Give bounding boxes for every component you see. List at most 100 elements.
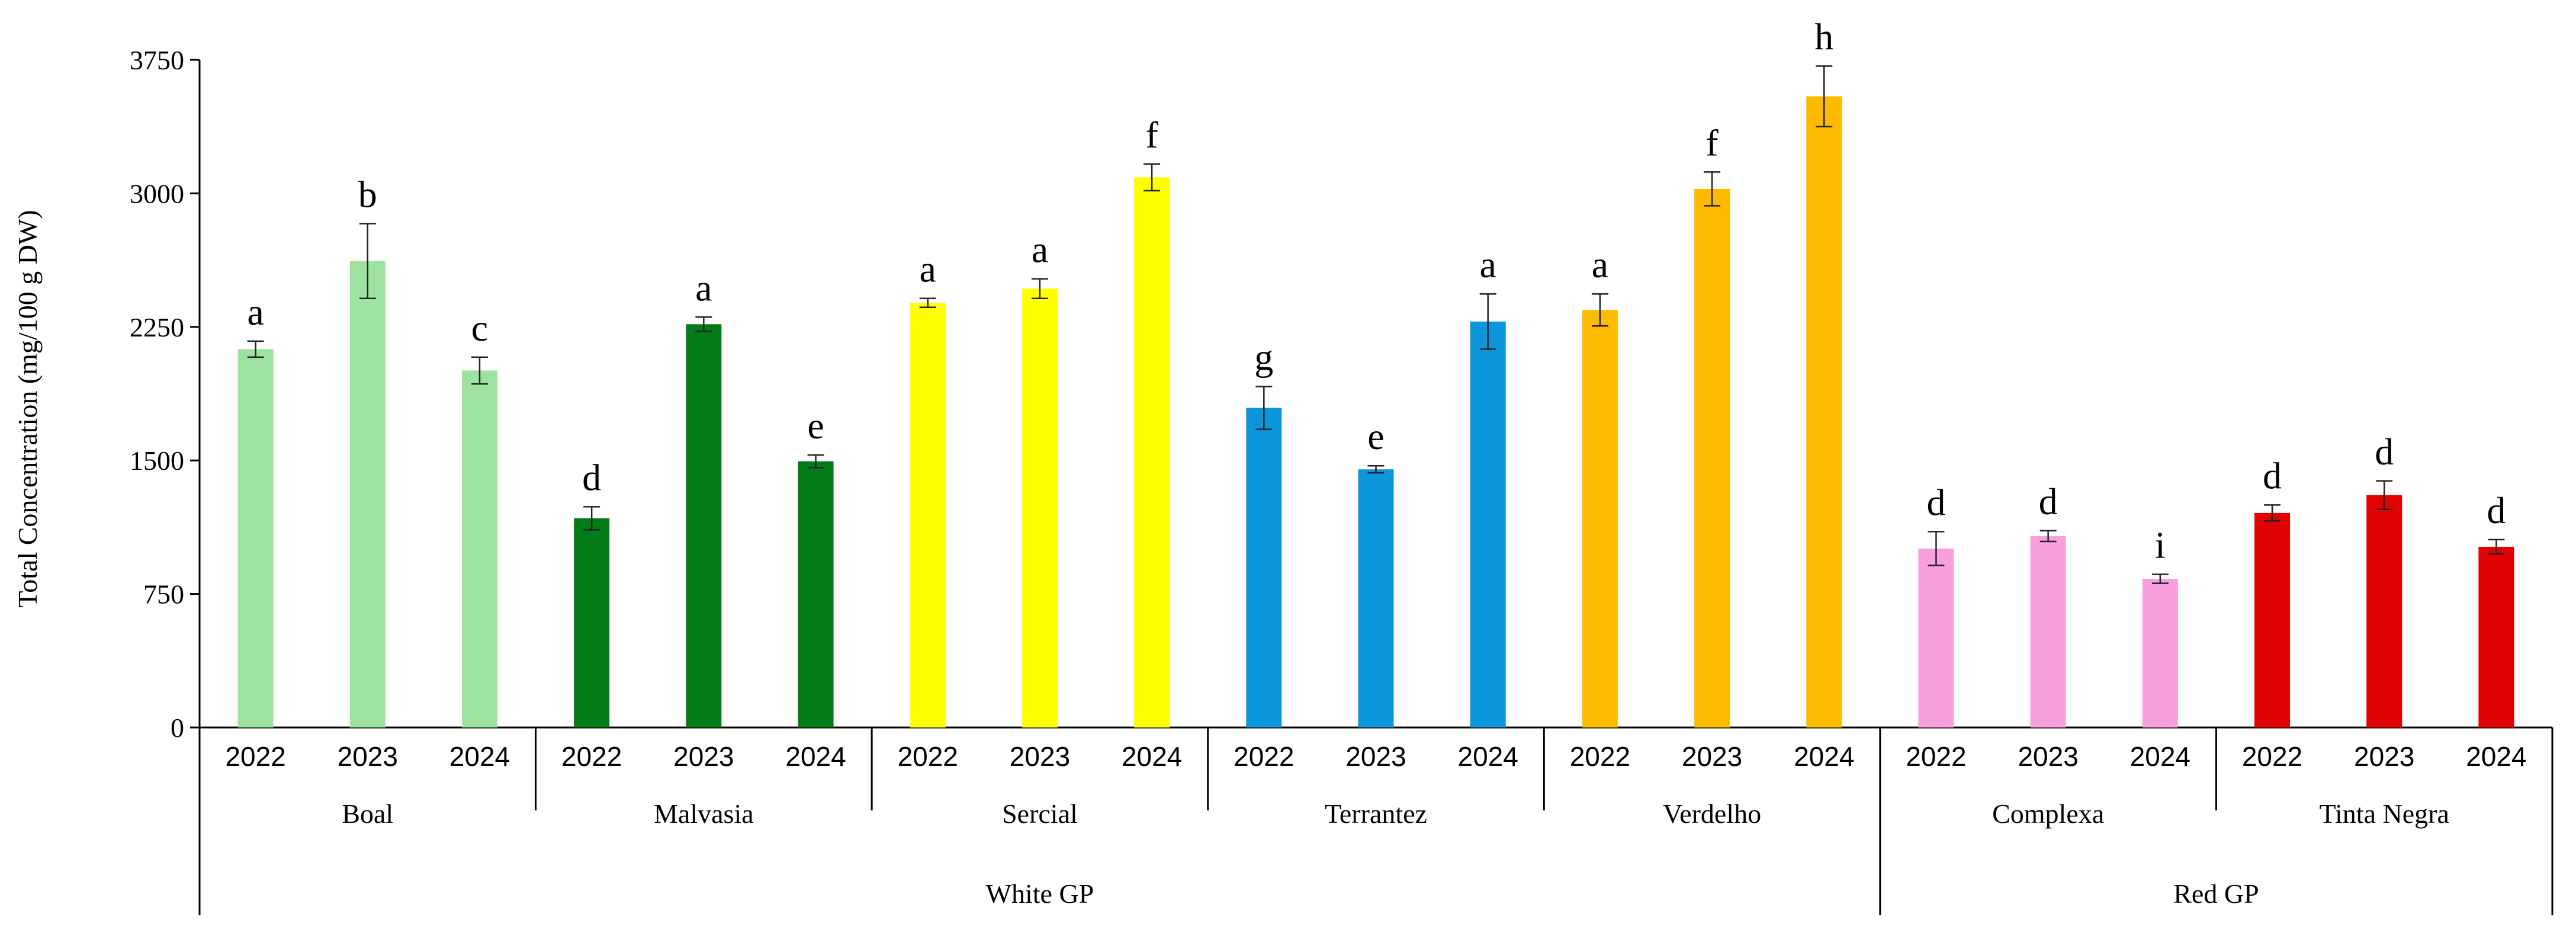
error-bar — [2488, 538, 2505, 555]
cultivar-label: Malvasia — [654, 799, 754, 829]
bar — [1022, 289, 1058, 728]
cultivar-label: Complexa — [1992, 799, 2104, 829]
x-tick-label: 2022 — [1906, 741, 1966, 772]
significance-letter: d — [582, 456, 601, 498]
error-bar — [247, 340, 264, 358]
error-bar — [471, 356, 488, 385]
significance-letter: f — [1705, 121, 1719, 164]
bar — [2366, 495, 2402, 727]
significance-letter: b — [358, 173, 377, 215]
y-tick-label: 3750 — [130, 45, 184, 75]
significance-letter: a — [695, 267, 712, 309]
bar — [1358, 469, 1394, 727]
y-axis-label: Total Concentration (mg/100 g DW) — [12, 210, 43, 607]
significance-letter: i — [2155, 524, 2166, 566]
error-bar — [1816, 65, 1833, 127]
x-tick-label: 2023 — [1345, 741, 1406, 772]
y-tick-label: 3000 — [130, 178, 184, 209]
x-tick-label: 2023 — [1010, 741, 1070, 772]
x-tick-label: 2023 — [1682, 741, 1742, 772]
error-bar — [1144, 163, 1161, 192]
y-tick-label: 1500 — [130, 445, 184, 476]
error-bar — [1479, 293, 1496, 350]
bar — [1918, 548, 1954, 727]
significance-letter: a — [1032, 229, 1048, 271]
x-tick-label: 2024 — [2130, 741, 2190, 772]
bar — [798, 461, 834, 727]
significance-letter: a — [247, 291, 264, 333]
x-tick-label: 2024 — [1794, 741, 1854, 772]
group-label: Red GP — [2173, 879, 2259, 909]
bar — [1806, 96, 1842, 727]
bar — [237, 349, 274, 727]
error-bar — [695, 316, 712, 332]
error-bar — [1704, 171, 1721, 207]
bar — [2142, 579, 2178, 727]
x-tick-label: 2024 — [2466, 741, 2526, 772]
x-tick-label: 2024 — [1122, 741, 1182, 772]
x-tick-label: 2022 — [1570, 741, 1630, 772]
error-bar — [1031, 278, 1048, 299]
significance-letter: d — [2039, 480, 2058, 523]
x-tick-label: 2023 — [2354, 741, 2414, 772]
error-bar — [359, 223, 376, 299]
x-tick-label: 2023 — [338, 741, 398, 772]
bar — [2478, 546, 2514, 727]
error-bar — [2376, 480, 2393, 511]
group-label: White GP — [986, 879, 1094, 909]
significance-letter: d — [2263, 454, 2282, 496]
significance-letter: g — [1254, 336, 1273, 378]
bars-layer — [237, 65, 2514, 728]
significance-letter: d — [2375, 431, 2394, 473]
error-bar — [1591, 293, 1608, 327]
x-tick-label: 2024 — [785, 741, 846, 772]
significance-letter: a — [920, 248, 936, 290]
error-bar — [2151, 573, 2169, 584]
error-bar — [1367, 464, 1385, 474]
bar — [574, 518, 610, 727]
significance-letter: f — [1145, 114, 1158, 156]
bar — [686, 324, 722, 727]
x-tick-label: 2022 — [2242, 741, 2302, 772]
significance-letter: a — [1592, 243, 1608, 286]
x-tick-label: 2024 — [1458, 741, 1518, 772]
labels-layer: 0 750 1500 2250 3000 3750 a 2022 b 2023 c 2024 d 2022… — [130, 16, 2527, 909]
bar — [1694, 188, 1730, 727]
significance-letter: c — [471, 307, 488, 349]
error-bar — [2039, 530, 2057, 543]
error-bar — [919, 297, 936, 308]
bar — [2030, 536, 2066, 727]
cultivar-label: Tinta Negra — [2320, 799, 2449, 829]
bar — [1246, 408, 1282, 727]
significance-letter: e — [807, 405, 824, 447]
x-tick-label: 2023 — [2018, 741, 2078, 772]
cultivar-label: Boal — [342, 799, 393, 829]
y-tick-label: 750 — [143, 579, 184, 610]
significance-letter: e — [1367, 415, 1384, 457]
error-bar — [1255, 386, 1273, 430]
significance-letter: h — [1814, 16, 1833, 58]
error-bar — [583, 506, 600, 531]
bar — [349, 261, 386, 727]
x-tick-label: 2022 — [561, 741, 622, 772]
bar — [1470, 321, 1506, 727]
error-bar — [2264, 504, 2281, 522]
x-tick-label: 2022 — [225, 741, 285, 772]
cultivar-label: Terrantez — [1325, 799, 1427, 829]
bar — [2254, 512, 2291, 727]
cultivar-label: Sercial — [1002, 799, 1078, 829]
bar — [1134, 177, 1170, 727]
significance-letter: d — [1926, 481, 1945, 523]
bar — [461, 370, 497, 727]
x-tick-label: 2022 — [1234, 741, 1294, 772]
error-bar — [807, 454, 824, 469]
significance-letter: a — [1479, 243, 1496, 286]
x-tick-label: 2023 — [673, 741, 734, 772]
cultivar-label: Verdelho — [1663, 799, 1761, 829]
bar — [1582, 310, 1618, 727]
x-tick-label: 2024 — [449, 741, 510, 772]
error-bar — [1928, 531, 1945, 566]
bar — [910, 303, 946, 727]
significance-letter: d — [2487, 489, 2506, 531]
